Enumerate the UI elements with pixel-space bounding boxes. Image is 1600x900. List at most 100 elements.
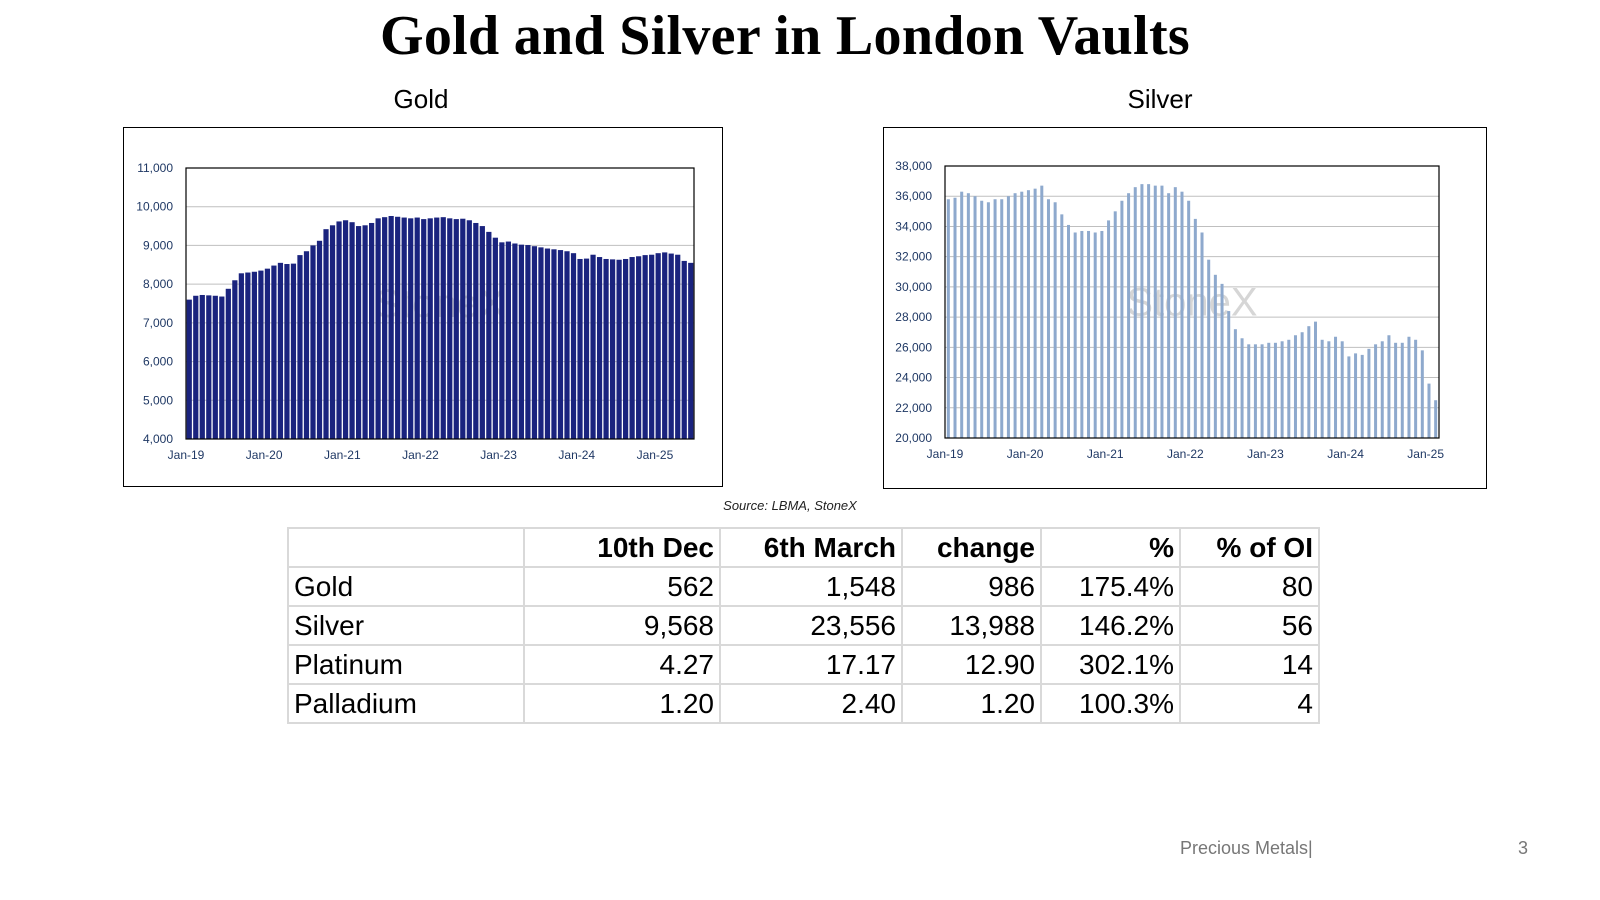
silver-bar: [1000, 199, 1004, 438]
table-cell: 9,568: [523, 605, 721, 646]
silver-chart-frame: StoneX 20,000 22,000 24,000 26,000 28,000 30,0…: [883, 127, 1487, 489]
table-cell: 17.17: [719, 644, 903, 685]
gold-bar: [251, 271, 257, 439]
gold-bar: [609, 259, 616, 439]
gold-bar: [290, 263, 297, 439]
table-cell: 4.27: [523, 644, 721, 685]
gold-bar: [193, 295, 199, 439]
gold-chart-frame: StoneX 4,000 5,000 6,000 7,000 8,000 9,000 10,0…: [123, 127, 723, 487]
gold-bar: [492, 237, 498, 439]
gold-bar: [642, 255, 648, 439]
gold-bar: [499, 242, 505, 439]
silver-bar: [1414, 339, 1418, 438]
silver-bar: [1060, 214, 1064, 438]
silver-bar: [1127, 193, 1131, 438]
gold-bar: [323, 229, 329, 439]
table-cell: 1.20: [901, 683, 1042, 724]
table-row: Platinum 4.27 17.17 12.90 302.1% 14: [287, 644, 1320, 685]
gold-bar: [623, 258, 629, 439]
table-cell: 175.4%: [1040, 566, 1181, 607]
gold-bar: [388, 216, 394, 439]
silver-bar: [1253, 344, 1257, 438]
gold-bar: [596, 257, 603, 439]
silver-ytick-label: 24,000: [895, 371, 932, 385]
table-header-cell: change: [901, 527, 1042, 568]
table-cell: 2.40: [719, 683, 903, 724]
silver-bar: [1200, 232, 1204, 438]
gold-ytick-label: 4,000: [143, 432, 173, 446]
gold-bar: [518, 244, 525, 439]
silver-bar: [1080, 230, 1084, 438]
silver-ytick-label: 36,000: [895, 189, 932, 203]
gold-bar: [382, 217, 388, 439]
gold-bar: [349, 222, 355, 439]
gold-bar: [564, 251, 570, 439]
silver-bar: [1233, 329, 1237, 438]
table-cell: Palladium: [287, 683, 525, 724]
table-header-cell: 10th Dec: [523, 527, 721, 568]
table-cell: 4: [1179, 683, 1320, 724]
silver-bar: [1307, 326, 1311, 438]
gold-bar: [460, 218, 466, 439]
gold-watermark: StoneX: [374, 282, 505, 326]
silver-bar: [1360, 354, 1364, 438]
silver-bar: [1207, 259, 1211, 438]
silver-chart-title: Silver: [1127, 84, 1193, 114]
gold-bar: [447, 218, 453, 439]
silver-bar: [1260, 344, 1264, 438]
table-cell: 80: [1179, 566, 1320, 607]
gold-plot-border: [185, 167, 695, 440]
silver-bar: [1193, 218, 1197, 438]
gold-xtick-label: Jan-25: [637, 448, 674, 462]
page-title: Gold and Silver in London Vaults: [379, 5, 1191, 67]
gold-bar: [512, 243, 518, 439]
gold-bar: [329, 225, 336, 439]
gold-ytick-label: 7,000: [143, 316, 173, 330]
silver-bar: [1073, 232, 1077, 438]
gold-chart: StoneX 4,000 5,000 6,000 7,000 8,000 9,000 10,0…: [136, 161, 695, 462]
gold-ytick-label: 11,000: [137, 161, 173, 175]
silver-bar: [1300, 332, 1304, 438]
table-row: Gold 562 1,548 986 175.4% 80: [287, 566, 1320, 607]
gold-xtick-label: Jan-19: [168, 448, 205, 462]
table-cell: 12.90: [901, 644, 1042, 685]
gold-bar: [238, 273, 244, 439]
gold-bar: [629, 257, 635, 439]
silver-ytick-label: 32,000: [895, 250, 932, 264]
silver-bar: [1374, 344, 1378, 438]
gold-bar: [440, 217, 446, 439]
table-cell: 302.1%: [1040, 644, 1181, 685]
gold-bar: [427, 218, 433, 439]
silver-bar: [1354, 353, 1358, 438]
silver-bar: [980, 200, 984, 438]
silver-bar: [1053, 202, 1057, 438]
table-cell: Gold: [287, 566, 525, 607]
silver-bar: [1407, 336, 1411, 438]
silver-bar: [1247, 344, 1251, 438]
silver-bar: [1220, 283, 1224, 438]
silver-bar: [1100, 230, 1104, 438]
silver-bar: [993, 199, 997, 438]
table-cell: 1,548: [719, 566, 903, 607]
silver-watermark: StoneX: [1126, 281, 1257, 325]
gold-ytick-label: 5,000: [143, 393, 173, 407]
silver-bar: [1066, 224, 1071, 438]
silver-bar: [1380, 341, 1384, 438]
gold-bar: [590, 254, 596, 439]
table-cell: 56: [1179, 605, 1320, 646]
table-header-cell: %: [1040, 527, 1181, 568]
gold-ytick-label: 10,000: [136, 200, 173, 214]
silver-bar: [1287, 339, 1291, 438]
gold-bar: [303, 251, 310, 439]
gold-bar: [505, 241, 511, 439]
gold-bar: [336, 221, 342, 439]
silver-xtick-label: Jan-24: [1327, 447, 1364, 461]
silver-bar: [1434, 400, 1438, 438]
table-row: Silver 9,568 23,556 13,988 146.2% 56: [287, 605, 1320, 646]
silver-bar: [1087, 230, 1091, 438]
gold-bar: [662, 252, 668, 439]
table-cell: Silver: [287, 605, 525, 646]
silver-plot-border: [944, 165, 1440, 439]
gold-xtick-label: Jan-23: [480, 448, 517, 462]
silver-bar: [1033, 188, 1037, 438]
